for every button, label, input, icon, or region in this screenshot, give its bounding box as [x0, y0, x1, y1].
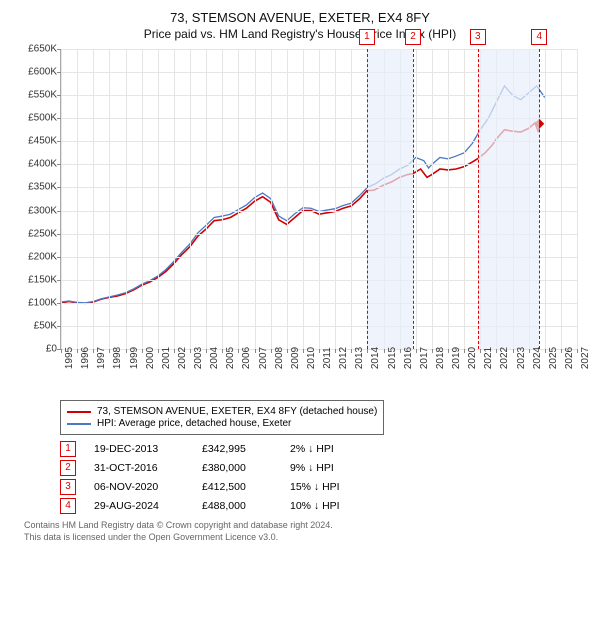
- page-subtitle: Price paid vs. HM Land Registry's House …: [12, 27, 588, 41]
- x-tick-label: 2025: [548, 347, 559, 369]
- legend-swatch-series2: [67, 423, 91, 425]
- x-tick-label: 2013: [354, 347, 365, 369]
- tx-date: 19-DEC-2013: [94, 443, 184, 455]
- tx-diff: 9% ↓ HPI: [290, 462, 380, 474]
- legend-row: HPI: Average price, detached house, Exet…: [67, 418, 377, 429]
- x-tick-label: 2023: [516, 347, 527, 369]
- tx-diff: 10% ↓ HPI: [290, 500, 380, 512]
- y-tick-label: £150K: [28, 274, 57, 285]
- transaction-table: 1 19-DEC-2013 £342,995 2% ↓ HPI 2 31-OCT-2016…: [60, 441, 588, 514]
- x-tick-label: 2010: [306, 347, 317, 369]
- legend: 73, STEMSON AVENUE, EXETER, EX4 8FY (det…: [60, 400, 384, 435]
- transaction-row: 1 19-DEC-2013 £342,995 2% ↓ HPI: [60, 441, 588, 457]
- marker-box: 1: [359, 29, 375, 45]
- marker-box: 3: [470, 29, 486, 45]
- x-tick-label: 1999: [129, 347, 140, 369]
- tx-price: £488,000: [202, 500, 272, 512]
- transaction-row: 2 31-OCT-2016 £380,000 9% ↓ HPI: [60, 460, 588, 476]
- y-axis-labels: £0£50K£100K£150K£200K£250K£300K£350K£400…: [13, 49, 57, 349]
- x-tick-label: 2002: [177, 347, 188, 369]
- y-tick-label: £200K: [28, 251, 57, 262]
- x-axis-labels: 1995199619971998199920002001200220032004…: [60, 354, 576, 394]
- y-tick-label: £650K: [28, 44, 57, 55]
- x-tick-label: 2005: [225, 347, 236, 369]
- transaction-row: 4 29-AUG-2024 £488,000 10% ↓ HPI: [60, 498, 588, 514]
- x-tick-label: 2016: [403, 347, 414, 369]
- x-tick-label: 2006: [241, 347, 252, 369]
- x-tick-label: 2015: [387, 347, 398, 369]
- x-tick-label: 2017: [419, 347, 430, 369]
- y-tick-label: £350K: [28, 182, 57, 193]
- x-tick-label: 2007: [258, 347, 269, 369]
- x-tick-label: 2018: [435, 347, 446, 369]
- shade-band: [478, 49, 539, 349]
- x-tick-label: 2012: [338, 347, 349, 369]
- x-tick-label: 1997: [96, 347, 107, 369]
- tx-marker-box: 4: [60, 498, 76, 514]
- page-title: 73, STEMSON AVENUE, EXETER, EX4 8FY: [12, 10, 588, 25]
- legend-row: 73, STEMSON AVENUE, EXETER, EX4 8FY (det…: [67, 406, 377, 417]
- x-tick-label: 2011: [322, 347, 333, 369]
- x-tick-label: 2009: [290, 347, 301, 369]
- tx-price: £412,500: [202, 481, 272, 493]
- y-tick-label: £400K: [28, 159, 57, 170]
- footnote: Contains HM Land Registry data © Crown c…: [24, 520, 588, 543]
- x-tick-label: 1996: [80, 347, 91, 369]
- tx-marker-box: 3: [60, 479, 76, 495]
- marker-line: [539, 49, 540, 349]
- tx-marker-box: 2: [60, 460, 76, 476]
- x-tick-label: 2021: [483, 347, 494, 369]
- footnote-line: Contains HM Land Registry data © Crown c…: [24, 520, 588, 532]
- marker-box: 4: [531, 29, 547, 45]
- tx-diff: 15% ↓ HPI: [290, 481, 380, 493]
- tx-diff: 2% ↓ HPI: [290, 443, 380, 455]
- footnote-line: This data is licensed under the Open Gov…: [24, 532, 588, 544]
- x-tick-label: 1998: [112, 347, 123, 369]
- x-tick-label: 2008: [274, 347, 285, 369]
- x-tick-label: 2020: [467, 347, 478, 369]
- x-tick-label: 2019: [451, 347, 462, 369]
- x-tick-label: 2027: [580, 347, 591, 369]
- chart-area: £0£50K£100K£150K£200K£250K£300K£350K£400…: [60, 49, 577, 350]
- y-tick-label: £550K: [28, 90, 57, 101]
- y-tick-label: £600K: [28, 67, 57, 78]
- x-tick-label: 2014: [370, 347, 381, 369]
- x-tick-label: 2026: [564, 347, 575, 369]
- x-tick-label: 2022: [499, 347, 510, 369]
- y-tick-label: £100K: [28, 297, 57, 308]
- legend-label-series1: 73, STEMSON AVENUE, EXETER, EX4 8FY (det…: [97, 406, 377, 417]
- tx-date: 31-OCT-2016: [94, 462, 184, 474]
- y-tick-label: £0: [46, 344, 57, 355]
- x-tick-label: 2024: [532, 347, 543, 369]
- x-tick-label: 1995: [64, 347, 75, 369]
- x-tick-label: 2003: [193, 347, 204, 369]
- marker-line: [367, 49, 368, 349]
- tx-price: £342,995: [202, 443, 272, 455]
- legend-swatch-series1: [67, 411, 91, 413]
- y-tick-label: £50K: [34, 320, 57, 331]
- x-tick-label: 2000: [145, 347, 156, 369]
- tx-date: 29-AUG-2024: [94, 500, 184, 512]
- tx-date: 06-NOV-2020: [94, 481, 184, 493]
- tx-price: £380,000: [202, 462, 272, 474]
- x-tick-label: 2004: [209, 347, 220, 369]
- x-tick-label: 2001: [161, 347, 172, 369]
- marker-line: [478, 49, 479, 349]
- y-tick-label: £300K: [28, 205, 57, 216]
- tx-marker-box: 1: [60, 441, 76, 457]
- y-tick-label: £500K: [28, 113, 57, 124]
- marker-line: [413, 49, 414, 349]
- transaction-row: 3 06-NOV-2020 £412,500 15% ↓ HPI: [60, 479, 588, 495]
- y-tick-label: £450K: [28, 136, 57, 147]
- marker-box: 2: [405, 29, 421, 45]
- y-tick-label: £250K: [28, 228, 57, 239]
- legend-label-series2: HPI: Average price, detached house, Exet…: [97, 418, 291, 429]
- shade-band: [367, 49, 413, 349]
